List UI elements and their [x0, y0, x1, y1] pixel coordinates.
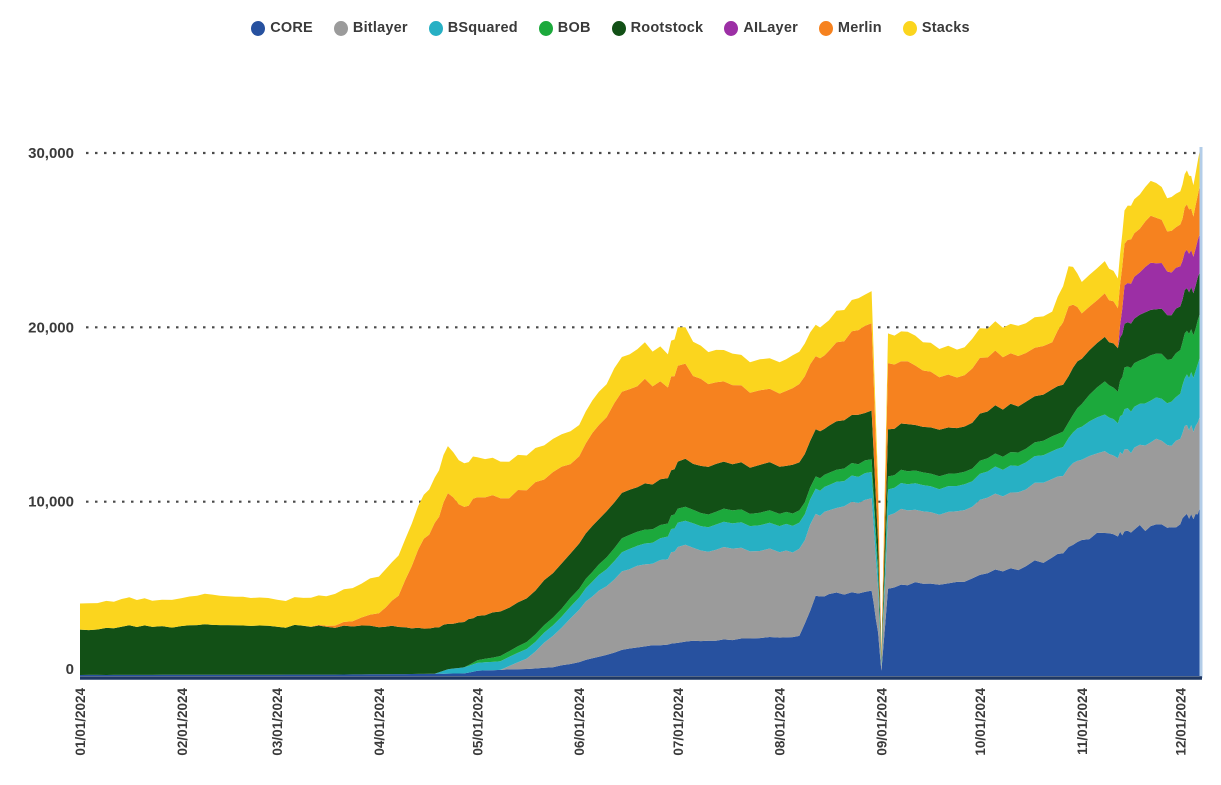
legend-label: Rootstock	[630, 20, 704, 36]
legend-item-stacks[interactable]: Stacks	[902, 20, 970, 36]
x-tick-label: 02/01/2024	[175, 688, 190, 756]
legend-item-ailayer[interactable]: AILayer	[724, 20, 798, 36]
area-stacks	[80, 149, 1200, 654]
legend-label: BOB	[557, 20, 591, 36]
area-bitlayer	[80, 416, 1200, 675]
area-merlin	[80, 184, 1200, 659]
area-core	[80, 506, 1200, 676]
x-tick-label: 10/01/2024	[973, 688, 988, 756]
legend-item-bsquared[interactable]: BSquared	[428, 20, 518, 36]
legend-dot-icon	[724, 20, 739, 36]
legend-label: Merlin	[837, 20, 882, 36]
legend-dot-icon	[611, 20, 626, 36]
legend-label: AILayer	[743, 20, 798, 36]
x-tick-label: 05/01/2024	[470, 688, 485, 756]
x-tick-label: 04/01/2024	[372, 688, 387, 756]
x-tick-label: 06/01/2024	[572, 688, 587, 756]
legend-item-bitlayer[interactable]: Bitlayer	[333, 20, 408, 36]
chart-legend: CORE Bitlayer BSquared BOB Rootstock AILayer M…	[0, 20, 1221, 36]
legend-dot-icon	[538, 20, 553, 36]
legend-item-bob[interactable]: BOB	[538, 20, 591, 36]
y-tick-label: 10,000	[28, 494, 74, 511]
y-tick-label: 20,000	[28, 319, 74, 336]
y-tick-label: 0	[66, 661, 74, 678]
legend-item-core[interactable]: CORE	[251, 20, 313, 36]
x-tick-label: 01/01/2024	[73, 688, 88, 756]
x-tick-label: 07/01/2024	[671, 688, 686, 756]
legend-label: Bitlayer	[352, 20, 408, 36]
y-tick-label: 30,000	[28, 145, 74, 162]
legend-dot-icon	[818, 20, 833, 36]
x-tick-label: 08/01/2024	[773, 688, 788, 756]
legend-dot-icon	[251, 20, 266, 36]
x-tick-label: 09/01/2024	[874, 688, 889, 756]
x-tick-label: 11/01/2024	[1075, 688, 1090, 755]
legend-dot-icon	[902, 20, 917, 36]
legend-label: CORE	[270, 20, 313, 36]
x-tick-label: 03/01/2024	[270, 688, 285, 756]
legend-dot-icon	[333, 20, 348, 36]
legend-label: BSquared	[447, 20, 518, 36]
legend-dot-icon	[428, 20, 443, 36]
area-rootstock	[80, 271, 1200, 675]
legend-item-merlin[interactable]: Merlin	[818, 20, 882, 36]
legend-label: Stacks	[921, 20, 970, 36]
legend-item-rootstock[interactable]: Rootstock	[611, 20, 704, 36]
x-tick-label: 12/01/2024	[1173, 688, 1188, 756]
